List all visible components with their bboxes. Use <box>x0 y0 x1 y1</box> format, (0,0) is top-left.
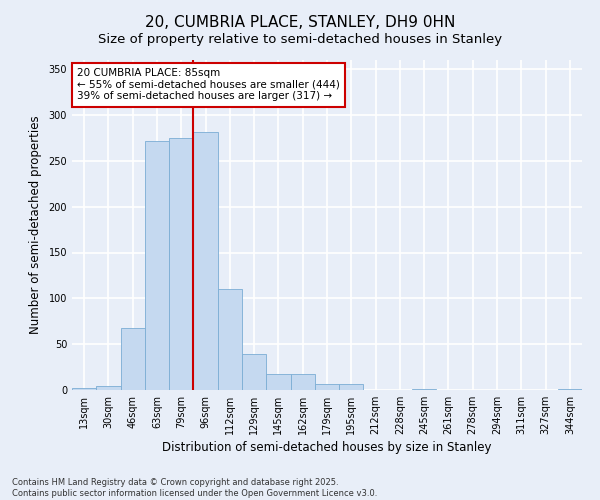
Bar <box>218 289 242 390</box>
Y-axis label: Number of semi-detached properties: Number of semi-detached properties <box>29 116 41 334</box>
Bar <box>169 138 193 390</box>
Bar <box>145 140 169 390</box>
Bar <box>315 384 339 390</box>
Bar <box>412 389 436 390</box>
Bar <box>242 354 266 390</box>
Bar <box>558 389 582 390</box>
Bar <box>339 384 364 390</box>
Text: Contains HM Land Registry data © Crown copyright and database right 2025.
Contai: Contains HM Land Registry data © Crown c… <box>12 478 377 498</box>
Bar <box>72 388 96 390</box>
Text: 20 CUMBRIA PLACE: 85sqm
← 55% of semi-detached houses are smaller (444)
39% of s: 20 CUMBRIA PLACE: 85sqm ← 55% of semi-de… <box>77 68 340 102</box>
Bar <box>96 386 121 390</box>
Text: 20, CUMBRIA PLACE, STANLEY, DH9 0HN: 20, CUMBRIA PLACE, STANLEY, DH9 0HN <box>145 15 455 30</box>
X-axis label: Distribution of semi-detached houses by size in Stanley: Distribution of semi-detached houses by … <box>162 441 492 454</box>
Bar <box>193 132 218 390</box>
Bar <box>290 374 315 390</box>
Bar <box>121 328 145 390</box>
Bar <box>266 374 290 390</box>
Text: Size of property relative to semi-detached houses in Stanley: Size of property relative to semi-detach… <box>98 32 502 46</box>
